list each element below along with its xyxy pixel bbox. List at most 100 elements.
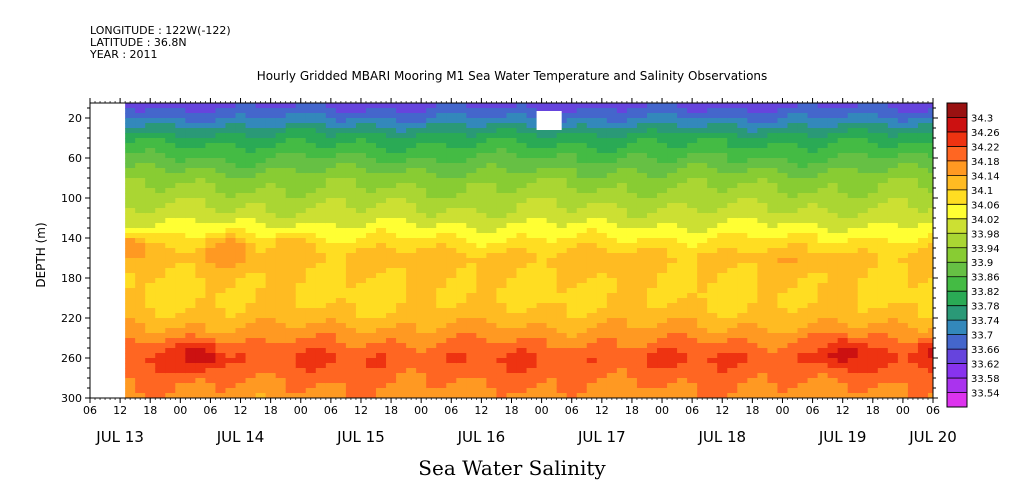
salinity-cell — [566, 368, 578, 374]
salinity-cell — [757, 218, 769, 224]
salinity-cell — [566, 298, 578, 304]
salinity-cell — [486, 293, 498, 299]
salinity-cell — [406, 293, 417, 299]
salinity-cell — [325, 153, 337, 159]
salinity-cell — [867, 353, 879, 359]
salinity-cell — [677, 183, 688, 189]
salinity-cell — [365, 368, 377, 374]
salinity-cell — [887, 368, 899, 374]
salinity-cell — [155, 233, 166, 239]
salinity-cell — [556, 133, 568, 139]
salinity-cell — [386, 333, 397, 339]
salinity-cell — [245, 373, 257, 379]
salinity-cell — [376, 203, 387, 209]
salinity-cell — [576, 143, 588, 149]
salinity-cell — [345, 178, 357, 184]
salinity-cell — [667, 208, 678, 214]
salinity-cell — [857, 183, 869, 189]
salinity-cell — [295, 343, 307, 349]
salinity-cell — [687, 168, 698, 174]
salinity-cell — [145, 143, 156, 149]
salinity-cell — [827, 308, 839, 314]
salinity-cell — [285, 288, 297, 294]
salinity-cell — [657, 268, 668, 274]
salinity-cell — [436, 393, 447, 398]
salinity-cell — [717, 218, 728, 224]
salinity-cell — [636, 198, 648, 204]
salinity-cell — [657, 233, 668, 239]
salinity-cell — [396, 363, 407, 369]
salinity-cell — [677, 118, 688, 124]
salinity-cell — [325, 298, 337, 304]
salinity-cell — [897, 208, 909, 214]
salinity-cell — [265, 208, 277, 214]
salinity-cell — [155, 238, 166, 244]
salinity-cell — [697, 298, 708, 304]
salinity-cell — [396, 248, 407, 254]
salinity-cell — [135, 193, 146, 199]
salinity-cell — [446, 358, 457, 364]
salinity-cell — [285, 363, 297, 369]
salinity-cell — [757, 303, 769, 309]
salinity-cell — [446, 263, 457, 269]
salinity-cell — [416, 168, 427, 174]
salinity-cell — [285, 178, 297, 184]
salinity-cell — [887, 258, 899, 264]
salinity-cell — [376, 123, 387, 129]
salinity-cell — [506, 363, 518, 369]
salinity-cell — [315, 383, 327, 389]
salinity-cell — [566, 303, 578, 309]
salinity-cell — [145, 378, 156, 384]
salinity-cell — [667, 123, 678, 129]
salinity-cell — [265, 128, 277, 134]
salinity-cell — [657, 128, 668, 134]
salinity-cell — [406, 378, 417, 384]
salinity-cell — [145, 268, 156, 274]
salinity-cell — [646, 203, 658, 209]
salinity-cell — [125, 223, 136, 229]
salinity-cell — [335, 113, 347, 119]
salinity-cell — [335, 313, 347, 319]
salinity-cell — [335, 358, 347, 364]
salinity-cell — [386, 388, 397, 394]
salinity-cell — [516, 298, 528, 304]
salinity-cell — [275, 273, 287, 279]
salinity-cell — [596, 203, 608, 209]
salinity-cell — [807, 368, 819, 374]
salinity-cell — [145, 313, 156, 319]
salinity-cell — [275, 158, 287, 164]
salinity-cell — [767, 213, 779, 219]
salinity-cell — [486, 238, 498, 244]
salinity-cell — [737, 313, 748, 319]
salinity-cell — [215, 133, 227, 139]
salinity-cell — [847, 243, 859, 249]
salinity-cell — [426, 263, 437, 269]
salinity-cell — [355, 318, 367, 324]
salinity-cell — [315, 298, 327, 304]
salinity-cell — [646, 263, 658, 269]
salinity-cell — [135, 383, 146, 389]
salinity-cell — [345, 278, 357, 284]
salinity-cell — [847, 188, 859, 194]
salinity-cell — [887, 118, 899, 124]
salinity-cell — [757, 223, 769, 229]
salinity-cell — [355, 208, 367, 214]
salinity-cell — [185, 143, 196, 149]
salinity-cell — [657, 118, 668, 124]
salinity-cell — [506, 233, 518, 239]
salinity-cell — [355, 138, 367, 144]
salinity-cell — [626, 238, 638, 244]
salinity-cell — [727, 203, 738, 209]
salinity-cell — [747, 228, 758, 234]
salinity-cell — [205, 203, 217, 209]
salinity-cell — [867, 213, 879, 219]
salinity-cell — [897, 343, 909, 349]
salinity-cell — [245, 343, 257, 349]
salinity-cell — [636, 168, 648, 174]
salinity-cell — [476, 313, 488, 319]
salinity-cell — [677, 113, 688, 119]
salinity-cell — [285, 133, 297, 139]
salinity-cell — [396, 358, 407, 364]
salinity-cell — [165, 258, 176, 264]
salinity-cell — [546, 358, 558, 364]
